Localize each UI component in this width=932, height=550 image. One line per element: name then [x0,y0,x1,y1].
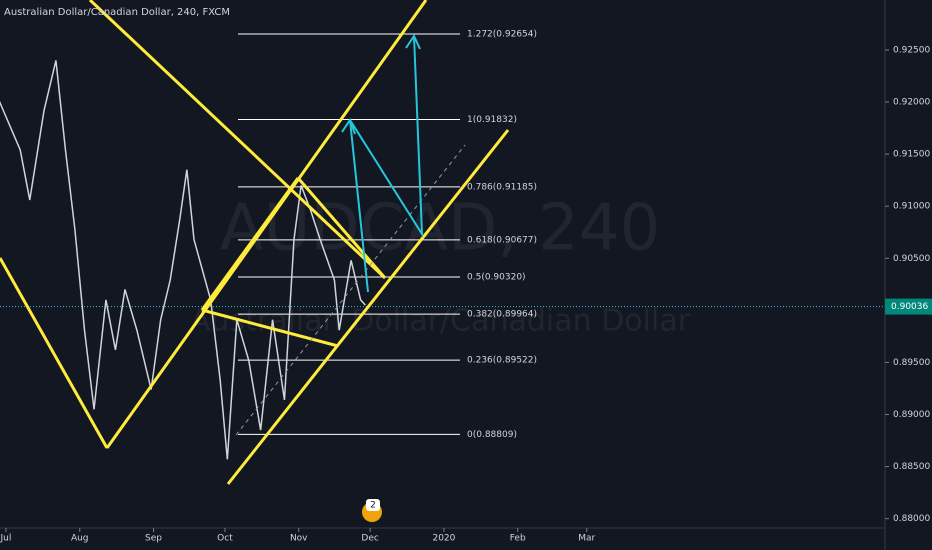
dashed-line [235,144,466,436]
y-tick-label: 0.89500 [893,358,930,368]
fib-label: 0.236(0.89522) [467,356,537,366]
fib-label: 0.786(0.91185) [467,182,537,192]
fib-label: 0.382(0.89964) [467,310,537,320]
trend-line [201,308,339,348]
y-tick-label: 0.89000 [893,410,930,420]
badge-box [366,499,380,511]
watermark-subtitle: Australian Dollar/Canadian Dollar [190,304,691,339]
trend-line [105,0,428,449]
fib-label: 0(0.88809) [467,430,517,440]
x-tick-label: Aug [71,534,89,544]
fib-label: 0.5(0.90320) [467,273,526,283]
y-tick-label: 0.90500 [893,254,930,264]
trend-line [226,129,510,485]
x-tick-label: Jul [0,534,11,544]
y-tick-label: 0.92000 [893,98,930,108]
trend-line [88,0,387,280]
y-tick-label: 0.91500 [893,150,930,160]
fib-label: 1.272(0.92654) [467,29,537,39]
current-price-label: 0.90036 [891,302,928,312]
arrow-head [341,117,356,135]
y-tick-label: 0.92500 [893,45,930,55]
trend-line [0,257,109,449]
chart-title: Australian Dollar/Canadian Dollar, 240, … [4,7,230,18]
y-tick-label: 0.91000 [893,202,930,212]
x-tick-label: Sep [145,534,162,544]
x-tick-label: Mar [578,534,595,544]
x-tick-label: Nov [290,534,308,544]
fib-label: 0.618(0.90677) [467,235,537,245]
plot [0,33,885,460]
badge-count: 2 [370,501,376,511]
price-line [0,60,366,460]
badge: 2 [362,499,382,522]
projection-arrow [349,35,424,293]
y-tick-label: 0.88000 [893,514,930,524]
x-tick-label: Feb [510,534,526,544]
arrow-head [405,33,421,50]
trend-line [200,177,300,311]
fib-label: 1(0.91832) [467,115,517,125]
y-tick-label: 0.88500 [893,462,930,472]
x-tick-label: Oct [217,534,233,544]
arrows [341,33,424,293]
current-price-tag [885,298,932,315]
watermark: AUDCAD, 240 [220,192,661,266]
x-tick-label: 2020 [432,534,455,544]
drawings [0,0,510,485]
trend-line [296,177,387,279]
x-tick-label: Dec [361,534,378,544]
